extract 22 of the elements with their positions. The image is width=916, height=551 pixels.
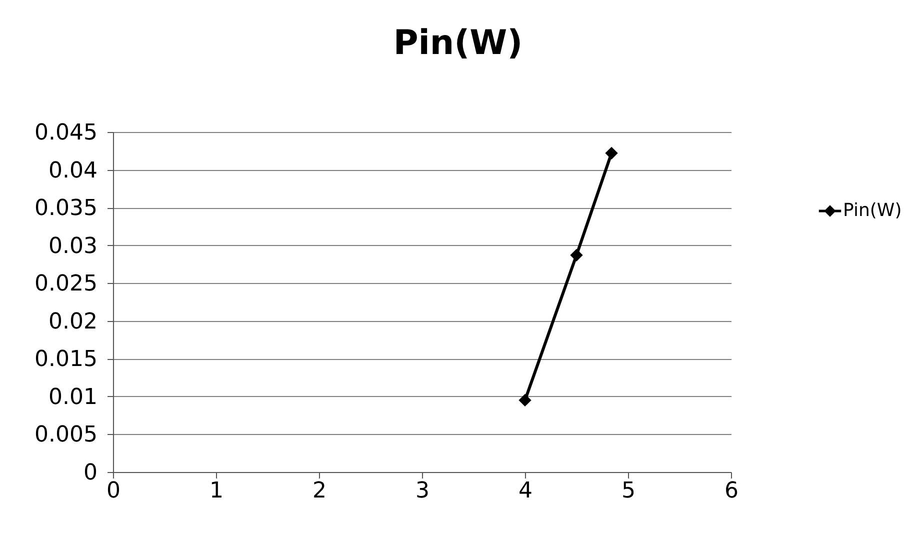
- y-tick-label: 0.045: [34, 120, 98, 146]
- y-tick-label: 0.02: [48, 309, 98, 334]
- x-tick-label: 2: [312, 478, 326, 504]
- x-tick-label: 6: [724, 478, 738, 504]
- y-tick-label: 0: [84, 460, 98, 486]
- x-tick-label: 0: [106, 478, 120, 504]
- x-tick-label: 1: [210, 478, 224, 504]
- x-tick-label: 3: [416, 478, 430, 504]
- y-tick-label: 0.035: [34, 196, 98, 222]
- y-tick-label: 0.04: [48, 158, 98, 184]
- y-tick-label: 0.025: [34, 272, 98, 297]
- x-tick-label: 5: [622, 478, 636, 504]
- y-tick-label: 0.015: [34, 347, 98, 372]
- point: [605, 146, 618, 160]
- legend-label: Pin(W): [843, 200, 902, 221]
- y-tick-label: 0.03: [48, 234, 98, 259]
- point: [518, 394, 532, 407]
- chart-title: Pin(W): [393, 23, 523, 63]
- y-tick-label: 0.01: [48, 384, 98, 410]
- point: [570, 248, 583, 262]
- y-tick-label: 0.005: [34, 422, 98, 448]
- x-tick-label: 4: [518, 478, 532, 504]
